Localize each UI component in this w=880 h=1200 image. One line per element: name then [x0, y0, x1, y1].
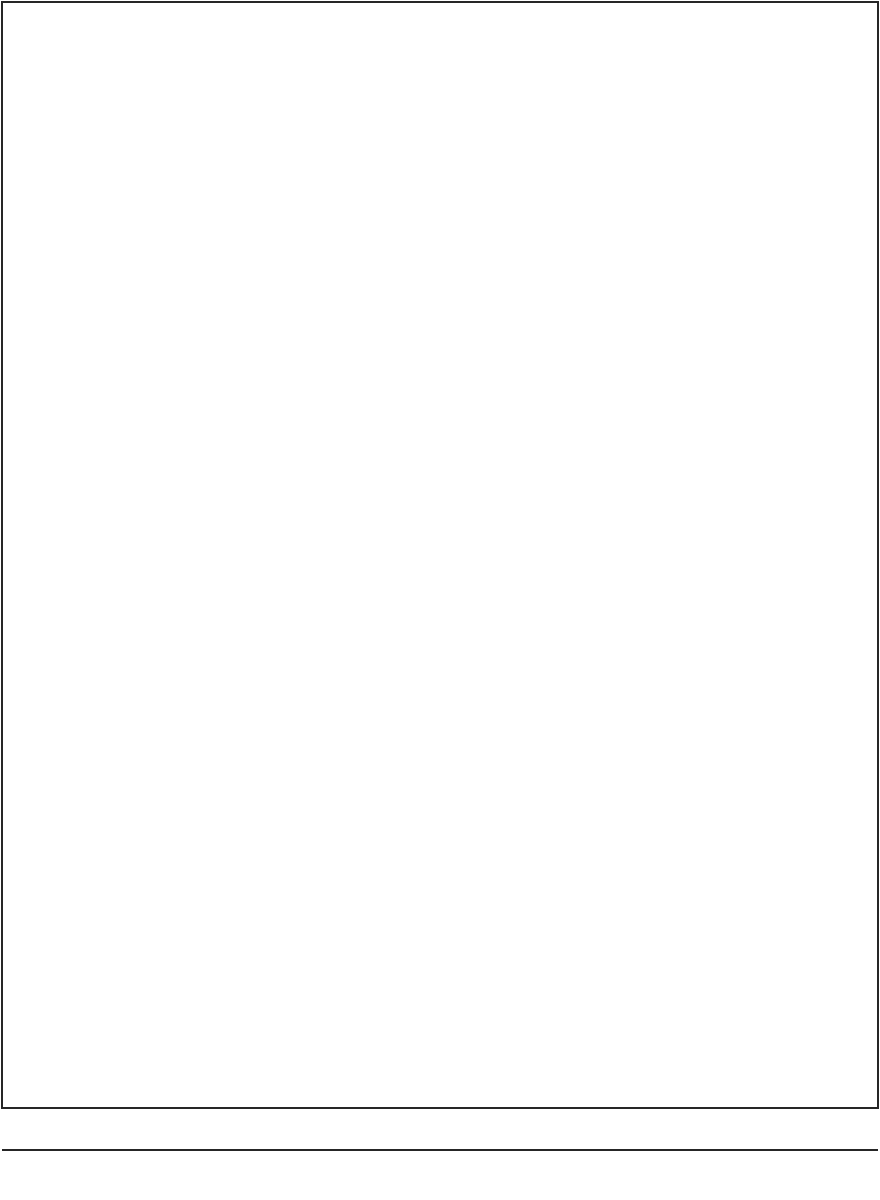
plot-border: [2, 2, 878, 1108]
polar-photometric-chart: [0, 0, 880, 1200]
